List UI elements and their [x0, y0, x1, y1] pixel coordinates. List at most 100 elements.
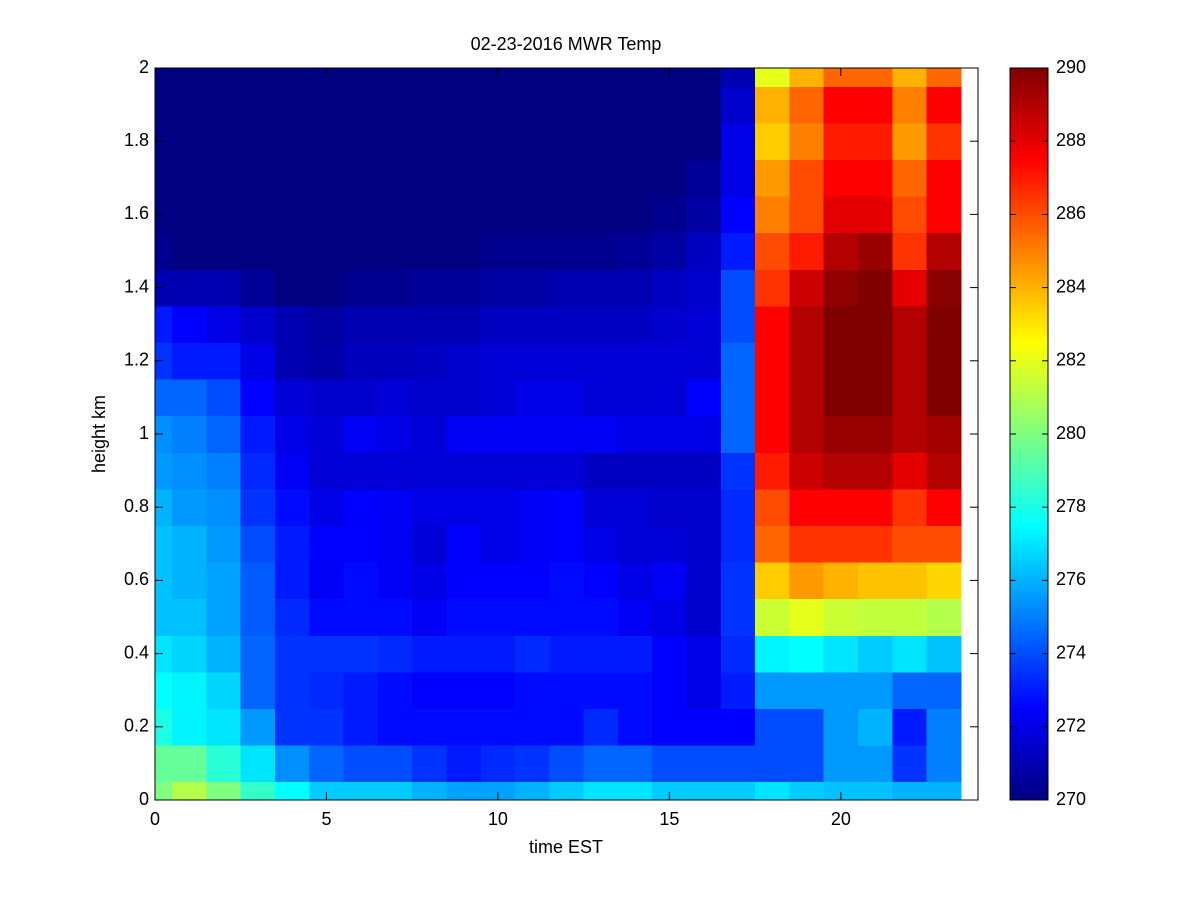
heatmap-cell — [823, 671, 859, 709]
x-tick-label: 20 — [831, 809, 851, 829]
heatmap-cell — [343, 671, 379, 709]
heatmap-cell — [412, 635, 447, 673]
heatmap-cell — [549, 68, 585, 87]
heatmap-cell — [789, 269, 825, 307]
heatmap-cell — [240, 159, 276, 197]
heatmap-cell — [789, 452, 825, 490]
heatmap-cell — [755, 86, 790, 124]
heatmap-cell — [720, 269, 756, 307]
heatmap-cell — [583, 745, 619, 783]
heatmap-cell — [240, 562, 276, 600]
heatmap-cell — [549, 671, 585, 709]
heatmap-cell — [515, 196, 550, 234]
heatmap-cell — [857, 305, 893, 343]
heatmap-cell — [480, 488, 516, 526]
heatmap-cell — [583, 342, 619, 380]
heatmap-cell — [172, 305, 207, 343]
heatmap-cell — [377, 488, 413, 526]
heatmap-cell — [549, 635, 585, 673]
heatmap-cell — [446, 745, 482, 783]
heatmap-cell — [583, 708, 619, 746]
heatmap-cell — [155, 86, 173, 124]
y-tick-label: 0.6 — [124, 569, 149, 589]
heatmap-cell — [789, 305, 825, 343]
heatmap-cell — [480, 781, 516, 801]
heatmap-cell — [377, 415, 413, 453]
heatmap-cell — [155, 122, 173, 160]
heatmap-cell — [857, 562, 893, 600]
heatmap-cell — [789, 86, 825, 124]
heatmap-cell — [515, 305, 550, 343]
colorbar-tick-label: 278 — [1056, 496, 1086, 516]
heatmap-cell — [446, 525, 482, 563]
heatmap-cell — [240, 452, 276, 490]
heatmap-cell — [515, 635, 550, 673]
heatmap-cell — [686, 68, 722, 87]
heatmap-cell — [343, 745, 379, 783]
heatmap-cell — [275, 598, 310, 636]
heatmap-cell — [172, 525, 207, 563]
heatmap-cell — [892, 342, 928, 380]
heatmap-cell — [343, 415, 379, 453]
heatmap-cell — [857, 488, 893, 526]
heatmap-cell — [755, 598, 790, 636]
heatmap-cell — [275, 379, 310, 417]
heatmap-cell — [720, 525, 756, 563]
heatmap-cell — [377, 671, 413, 709]
heatmap-cell — [446, 671, 482, 709]
heatmap-cell — [275, 415, 310, 453]
heatmap-cell — [652, 488, 688, 526]
heatmap-cell — [206, 305, 242, 343]
heatmap-cell — [789, 196, 825, 234]
heatmap-cell — [857, 342, 893, 380]
heatmap-cell — [446, 415, 482, 453]
heatmap-cell — [652, 196, 688, 234]
heatmap-cell — [789, 562, 825, 600]
colorbar-tick-label: 276 — [1056, 569, 1086, 589]
heatmap-cell — [343, 305, 379, 343]
heatmap-cell — [515, 86, 550, 124]
heatmap-cell — [446, 86, 482, 124]
heatmap-cell — [446, 305, 482, 343]
heatmap-cell — [857, 745, 893, 783]
heatmap-cell — [515, 781, 550, 801]
heatmap-cell — [172, 86, 207, 124]
heatmap-cell — [343, 488, 379, 526]
heatmap-cell — [892, 379, 928, 417]
heatmap-cell — [343, 159, 379, 197]
heatmap-cell — [720, 708, 756, 746]
heatmap-cell — [446, 122, 482, 160]
heatmap-cell — [172, 379, 207, 417]
heatmap-cell — [652, 598, 688, 636]
heatmap-cell — [155, 379, 173, 417]
heatmap-cell — [857, 635, 893, 673]
heatmap-cell — [720, 159, 756, 197]
heatmap-cell — [686, 379, 722, 417]
heatmap-cell — [583, 122, 619, 160]
heatmap-cell — [720, 305, 756, 343]
heatmap-cell — [892, 452, 928, 490]
heatmap-cell — [857, 415, 893, 453]
x-tick-label: 15 — [659, 809, 679, 829]
heatmap-cell — [857, 525, 893, 563]
heatmap-cell — [240, 122, 276, 160]
heatmap-cell — [377, 708, 413, 746]
heatmap-cell — [240, 342, 276, 380]
heatmap-cell — [412, 488, 447, 526]
heatmap-cell — [240, 598, 276, 636]
heatmap-cell — [446, 379, 482, 417]
heatmap-cell — [172, 562, 207, 600]
heatmap-cell — [155, 305, 173, 343]
heatmap-cell — [240, 68, 276, 87]
heatmap-cell — [343, 562, 379, 600]
heatmap-cell — [480, 525, 516, 563]
heatmap-cell — [549, 745, 585, 783]
heatmap-cell — [583, 196, 619, 234]
heatmap-cell — [755, 68, 790, 87]
heatmap-cell — [652, 745, 688, 783]
heatmap-cell — [926, 342, 962, 380]
heatmap-cell — [617, 671, 653, 709]
heatmap-cell — [206, 269, 242, 307]
heatmap-cell — [515, 269, 550, 307]
heatmap-cell — [686, 415, 722, 453]
